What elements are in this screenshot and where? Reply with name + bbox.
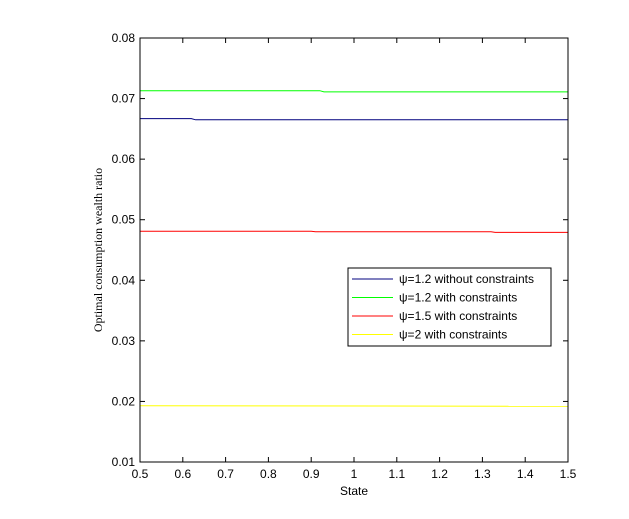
y-tick-label: 0.02 [112,394,136,408]
x-tick-label: 0.7 [217,467,234,481]
x-tick-label: 0.8 [260,467,277,481]
y-tick-label: 0.08 [112,31,136,45]
legend-entry: ψ=1.2 without constraints [399,272,534,286]
series-line [140,230,568,233]
series-layer [139,90,569,407]
legend-box [347,267,552,347]
x-tick-label: 1.4 [517,467,534,481]
y-tick-label: 0.05 [112,213,136,227]
y-axis-title: Optimal consumption wealth ratio [91,168,105,332]
x-tick-label: 0.9 [303,467,320,481]
series-line [140,118,568,121]
legend-entry: ψ=1.2 with constraints [399,291,517,305]
series-line [139,405,569,407]
x-axis-title: State [340,484,368,498]
x-tick-label: 1 [351,467,358,481]
y-tick-label: 0.01 [112,455,136,469]
y-tick-label: 0.04 [112,273,136,287]
series-line [140,90,568,93]
y-tick-label: 0.06 [112,152,136,166]
x-tick-label: 1.1 [388,467,405,481]
x-tick-label: 0.6 [174,467,191,481]
ticks-layer: 0.5 0.6 0.7 0.8 0.9 1 1.1 1.2 1.3 1.4 1.5 0.01 0.02 0… [112,31,577,481]
x-tick-label: 1.3 [474,467,491,481]
legend-entry: ψ=2 with constraints [399,328,507,342]
plot-frame [139,37,569,463]
x-tick-label: 0.5 [132,467,149,481]
y-tick-label: 0.03 [112,334,136,348]
legend-entry: ψ=1.5 with constraints [399,309,517,323]
x-tick-label: 1.2 [431,467,448,481]
legend: ψ=1.2 without constraints ψ=1.2 with cons… [347,267,552,347]
y-tick-label: 0.07 [112,92,136,106]
x-tick-label: 1.5 [560,467,577,481]
